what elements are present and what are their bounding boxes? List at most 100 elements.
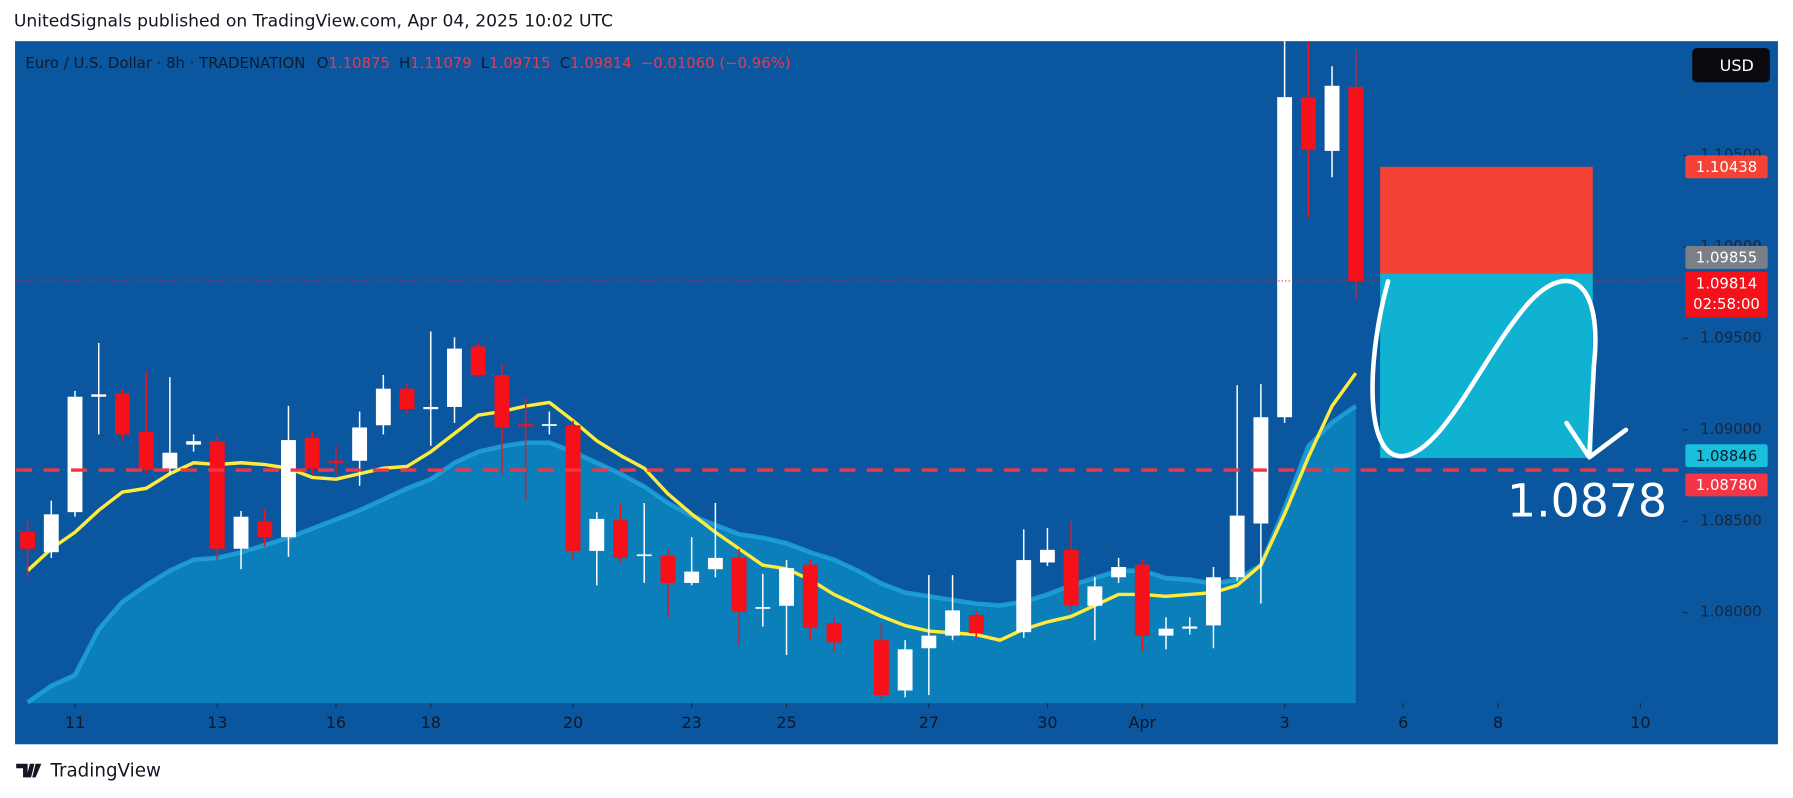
x-tick-label: 20 xyxy=(563,713,583,732)
x-tick-label: 13 xyxy=(207,713,227,732)
x-tick-label: 23 xyxy=(681,713,701,732)
candle-body xyxy=(541,424,557,426)
candle-body xyxy=(1087,586,1103,606)
candle-body xyxy=(67,396,83,513)
x-tick-label: 10 xyxy=(1630,713,1650,732)
candle-body xyxy=(897,649,913,691)
legend-ohlc-label: C xyxy=(560,54,570,72)
candle-body xyxy=(43,514,59,553)
x-tick-label: 6 xyxy=(1398,713,1408,732)
x-tick-label: 30 xyxy=(1037,713,1057,732)
legend-low: 1.09715 xyxy=(489,54,550,72)
currency-button-bg xyxy=(1692,48,1770,83)
candle-body xyxy=(636,554,652,557)
candle-body xyxy=(186,441,202,445)
ma-line xyxy=(26,372,1358,642)
level-annotation: 1.0878 xyxy=(1507,475,1667,528)
candle-body xyxy=(352,427,368,461)
stop-badge: 1.10438 xyxy=(1696,158,1757,176)
x-tick-label: Apr xyxy=(1128,713,1156,732)
candle-body xyxy=(281,440,296,538)
candle-body xyxy=(755,607,771,609)
candle-body xyxy=(921,635,937,649)
candle-body xyxy=(1182,626,1198,629)
legend-high: 1.11079 xyxy=(410,54,471,72)
legend-ohlc-label: L xyxy=(481,54,490,72)
candle-body xyxy=(375,388,391,426)
x-tick-label: 11 xyxy=(65,713,85,732)
legend: Euro / U.S. Dollar · 8h · TRADENATION O1.… xyxy=(25,54,790,72)
last-price-badge-bg xyxy=(1685,271,1768,318)
candle-body xyxy=(399,388,415,410)
candle-body xyxy=(518,424,534,427)
target-badge: 1.08846 xyxy=(1696,447,1757,465)
y-tick-label: 1.08500 xyxy=(1700,511,1761,529)
candle-body xyxy=(731,557,747,612)
candle-body xyxy=(1206,577,1221,626)
entry-badge-bg xyxy=(1685,246,1768,269)
candle-body xyxy=(802,564,818,628)
currency-button[interactable]: USD xyxy=(1720,56,1754,75)
candle-body xyxy=(447,348,462,407)
candle-body xyxy=(1324,85,1340,151)
candle-body xyxy=(20,531,36,549)
level-badge: 1.08780 xyxy=(1696,476,1757,494)
candle-body xyxy=(873,640,889,696)
brand-logo xyxy=(16,763,42,778)
x-tick-label: 8 xyxy=(1493,713,1503,732)
entry-badge: 1.09855 xyxy=(1696,249,1757,267)
x-tick-label: 25 xyxy=(776,713,796,732)
candle-body xyxy=(707,557,723,570)
brand-name: TradingView xyxy=(49,761,161,782)
candle-body xyxy=(138,432,154,470)
candle-body xyxy=(1300,97,1316,150)
y-tick-label: 1.09000 xyxy=(1700,420,1761,438)
candle-body xyxy=(779,568,794,606)
candle-body xyxy=(470,346,486,375)
y-tick-label: 1.08000 xyxy=(1700,603,1761,621)
candle-body xyxy=(162,452,178,469)
candle-body xyxy=(1111,567,1127,578)
legend-ohlc-label: H xyxy=(399,54,410,72)
candle-body xyxy=(1229,515,1245,578)
drawn-arrow xyxy=(1370,278,1629,460)
brand-icon xyxy=(16,763,42,778)
candle-body xyxy=(613,520,628,558)
publish-header: UnitedSignals published on TradingView.c… xyxy=(14,12,613,32)
candle-body xyxy=(91,394,107,397)
candle-body xyxy=(304,437,320,469)
legend-title: Euro / U.S. Dollar · 8h · TRADENATION xyxy=(25,54,305,72)
x-tick-label: 18 xyxy=(421,713,441,732)
legend-change: −0.01060 (−0.96%) xyxy=(641,54,791,72)
candle-body xyxy=(423,406,439,410)
candle-body xyxy=(565,425,581,551)
candle-body xyxy=(1158,628,1174,636)
stop-badge-bg xyxy=(1685,155,1768,179)
candle-body xyxy=(1277,97,1293,418)
x-tick-label: 27 xyxy=(919,713,939,732)
countdown: 02:58:00 xyxy=(1693,295,1760,313)
level-badge-bg xyxy=(1685,473,1768,497)
legend-open: 1.10875 xyxy=(328,54,389,72)
candle-body xyxy=(1040,549,1055,563)
legend-close: 1.09814 xyxy=(570,54,631,72)
stop-zone xyxy=(1380,166,1593,274)
candle-body xyxy=(968,614,984,634)
candle-body xyxy=(1063,549,1079,606)
candle-body xyxy=(945,610,960,636)
candle-body xyxy=(826,622,842,643)
candle-body xyxy=(684,571,700,583)
target-badge-bg xyxy=(1685,444,1768,468)
candle-body xyxy=(257,521,273,538)
candle-body xyxy=(115,393,130,435)
candle-body xyxy=(1134,564,1150,636)
y-tick-label: 1.09500 xyxy=(1700,328,1761,346)
candle-body xyxy=(328,460,344,463)
candle-body xyxy=(589,518,605,551)
candle-body xyxy=(1016,560,1032,633)
candle-body xyxy=(494,374,510,428)
candle-body xyxy=(1348,86,1364,281)
last-price-badge: 1.09814 xyxy=(1696,274,1757,292)
